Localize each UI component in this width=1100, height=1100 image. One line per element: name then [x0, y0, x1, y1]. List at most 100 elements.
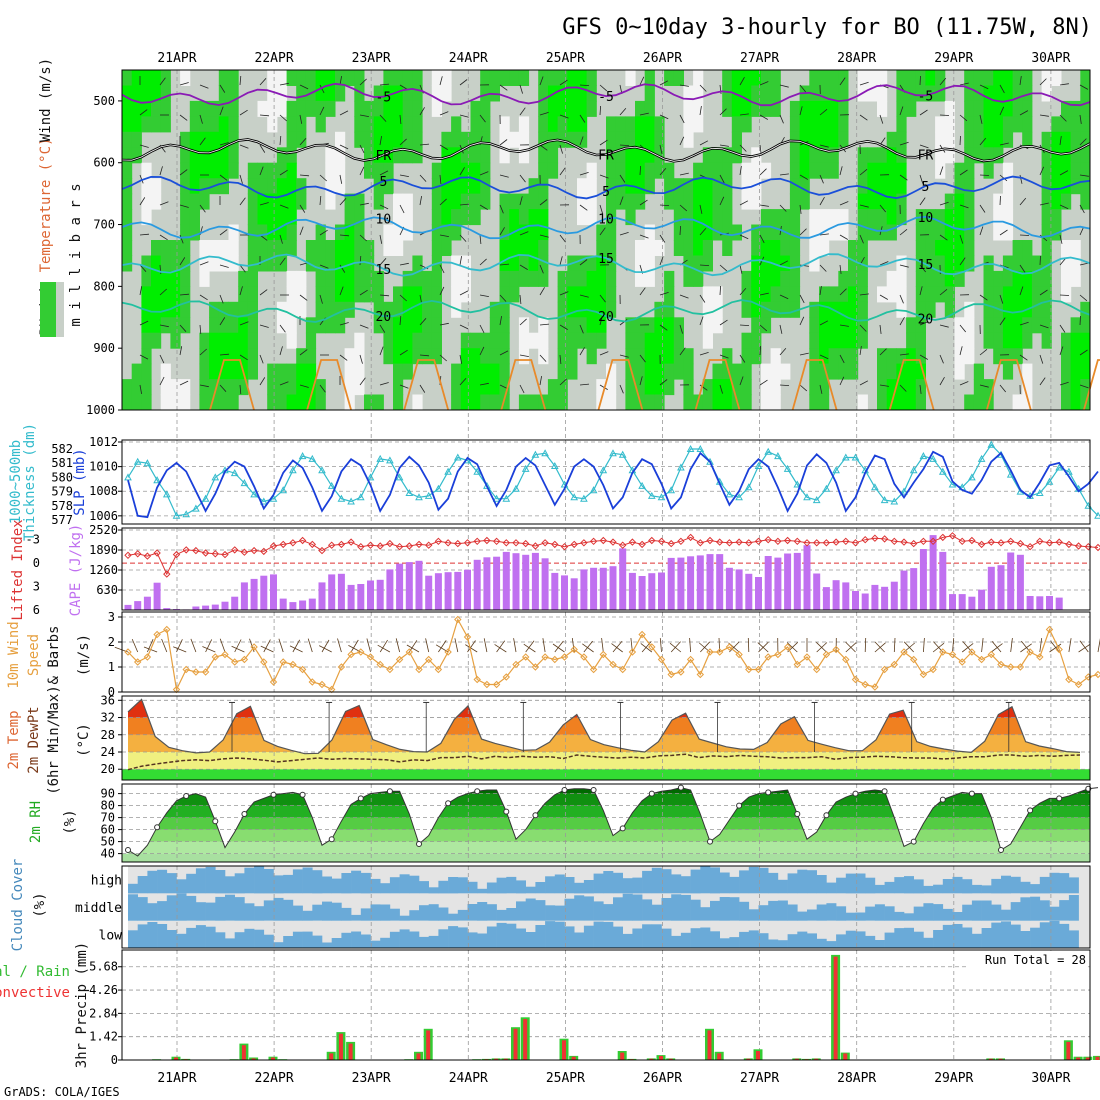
isotherm-line: [121, 253, 1091, 277]
rh-cell: [480, 379, 491, 396]
rh-cell: [557, 379, 568, 396]
cloud-column: [234, 897, 245, 921]
rh-cell: [809, 394, 820, 411]
temp-frame: [121, 695, 1091, 781]
rh-cell: [944, 209, 955, 226]
rh-cell: [693, 270, 704, 287]
cloud-column: [845, 930, 856, 948]
rh-cell: [809, 162, 820, 179]
rh-cell: [1022, 363, 1033, 380]
rh-cell: [383, 131, 394, 148]
wind-barb: [1039, 255, 1041, 266]
wind-barb: [399, 138, 407, 146]
wind-barb: [279, 234, 283, 244]
rh-cell: [973, 131, 984, 148]
rh-cell: [1022, 116, 1033, 133]
isotherm-line: [121, 299, 1091, 323]
rh-cell: [780, 255, 791, 272]
thickness-point: [473, 467, 482, 475]
rh-cell: [731, 116, 742, 133]
wind-speed-point: [948, 650, 957, 659]
cloud-column: [680, 932, 691, 948]
rh-cell: [828, 85, 839, 102]
rh-cell: [1080, 301, 1091, 318]
cloud-column: [409, 931, 420, 948]
lifted-index-point: [745, 539, 753, 547]
wind-barb: [1079, 174, 1089, 177]
rh-cell: [518, 255, 530, 272]
cape-bar: [599, 567, 607, 610]
bottom-date-label: 25APR: [546, 1071, 585, 1086]
cloud-column: [710, 931, 720, 948]
rh-cell: [828, 348, 839, 365]
rh-cell: [131, 147, 142, 164]
precip-convective-bar: [659, 1055, 663, 1060]
rh-cell: [1022, 379, 1033, 396]
wind-barb: [599, 294, 606, 303]
rh-cell: [886, 162, 897, 179]
rh-cell: [1031, 317, 1043, 334]
rh-cell: [944, 301, 955, 318]
rh-cell: [383, 85, 394, 102]
rh-cell: [838, 116, 849, 133]
cloud-column: [467, 932, 478, 948]
rh-cell: [247, 348, 258, 365]
rh-cell: [644, 131, 655, 148]
rh-cell: [644, 70, 655, 86]
lifted-index-point: [628, 538, 637, 546]
cloud-column: [603, 871, 614, 894]
surface-wind-barb: [289, 645, 303, 653]
cape-bar: [949, 594, 956, 610]
wind-speed-point: [376, 660, 384, 669]
rh-cell: [789, 100, 801, 117]
rh-cell: [480, 85, 491, 102]
rh-cell: [151, 332, 162, 349]
wind-barb: [999, 174, 1008, 182]
cape-tick-label: 1260: [89, 563, 118, 577]
thickness-point: [366, 473, 375, 481]
rh-cell: [596, 317, 607, 334]
rh-cell: [518, 193, 530, 210]
rh-cell: [1061, 147, 1072, 164]
cloud-column: [777, 940, 788, 948]
cloud-column: [486, 882, 497, 894]
wind-barb: [199, 294, 208, 301]
rh-cell: [867, 85, 878, 102]
rh-cell: [373, 394, 384, 411]
rh-cell: [983, 116, 994, 133]
cloud-column: [1039, 922, 1050, 948]
wind-barb: [619, 232, 629, 236]
rh-cell: [141, 209, 152, 226]
wind-barb: [659, 379, 668, 386]
wind-barb: [699, 106, 702, 116]
rh-cell: [944, 193, 955, 210]
precip-convective-bar: [513, 1028, 518, 1060]
lifted-index-point: [327, 541, 336, 549]
rh-cell: [1061, 394, 1072, 411]
rh-cell: [577, 85, 588, 102]
rh-cell: [615, 193, 626, 210]
rh-cell: [1041, 193, 1052, 210]
precip-convective-bar: [241, 1045, 246, 1060]
rh-cell: [606, 224, 617, 241]
lifted-index-point: [997, 539, 1005, 547]
rh-cell: [954, 317, 965, 334]
rh-cell: [557, 85, 568, 102]
cloud-column: [593, 901, 604, 921]
wind-barb: [379, 346, 384, 356]
rh-cell: [412, 317, 423, 334]
temp-tick-label: 28: [101, 728, 115, 742]
wind-speed-point: [415, 665, 423, 674]
wind-barb: [899, 174, 908, 181]
wind-speed-point: [551, 655, 559, 664]
rh-cell: [470, 100, 481, 117]
rh-cell: [180, 131, 191, 148]
wind-barb: [639, 376, 643, 386]
lifted-index-point: [1074, 542, 1083, 550]
rh-cell: [567, 70, 578, 86]
wind-barb: [639, 76, 645, 86]
rh-cell: [1041, 70, 1052, 86]
wind-barb: [859, 114, 868, 121]
rh-cell: [160, 379, 171, 396]
